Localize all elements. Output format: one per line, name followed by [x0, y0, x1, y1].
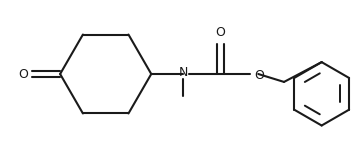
Text: O: O	[216, 26, 226, 39]
Text: O: O	[19, 67, 28, 81]
Text: O: O	[254, 69, 264, 82]
Text: N: N	[178, 66, 188, 79]
